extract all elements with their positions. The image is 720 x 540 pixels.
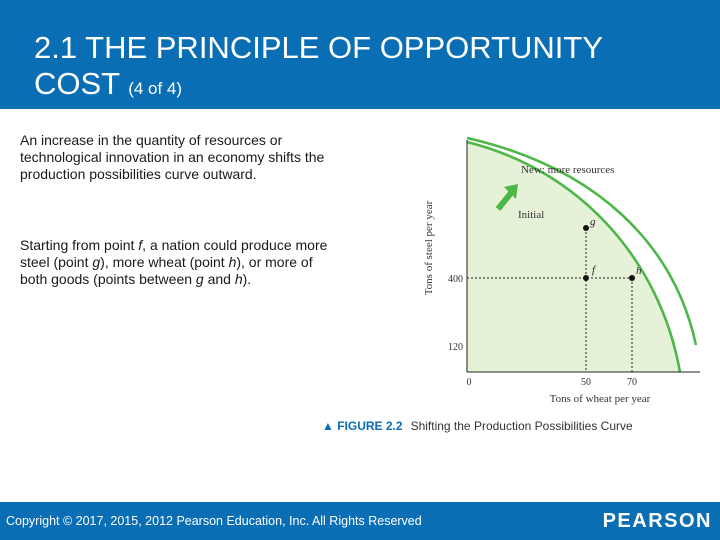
text-segment: and	[203, 271, 235, 287]
copyright-text: Copyright © 2017, 2015, 2012 Pearson Edu…	[6, 514, 422, 528]
text-segment: Starting from point	[20, 237, 139, 253]
initial-area-fill	[467, 142, 680, 372]
footer-bar	[0, 502, 720, 540]
point-reference: h	[234, 271, 243, 287]
point-h-label: h	[636, 265, 642, 277]
slide-title-main: 2.1 THE PRINCIPLE OF OPPORTUNITY COST	[34, 30, 603, 101]
pearson-logo: PEARSON	[602, 510, 712, 532]
point-f	[583, 275, 589, 281]
point-reference: g	[195, 271, 204, 287]
new-curve-label: New: more resources	[521, 164, 614, 176]
y-tick-400: 400	[448, 274, 463, 285]
slide-title-suffix: (4 of 4)	[128, 79, 183, 98]
x-axis-label: Tons of wheat per year	[550, 393, 651, 405]
ppc-chart: g f h New: more resources Initial 400 12…	[423, 136, 700, 405]
initial-curve	[466, 140, 682, 373]
arrow-head	[504, 184, 518, 199]
body-paragraph-2: Starting from point f, a nation could pr…	[20, 237, 330, 288]
figure-caption: ▲ FIGURE 2.2 Shifting the Production Poss…	[322, 419, 633, 433]
title-bar: 2.1 THE PRINCIPLE OF OPPORTUNITY COST (4…	[0, 0, 720, 109]
point-g	[583, 225, 589, 231]
point-reference: f	[138, 237, 143, 253]
point-reference: h	[228, 254, 237, 270]
slide-title: 2.1 THE PRINCIPLE OF OPPORTUNITY COST (4…	[34, 30, 694, 107]
text-segment: , a nation could produce more steel (poi…	[20, 237, 328, 270]
text-segment: ).	[242, 271, 252, 287]
x-tick-0: 0	[467, 377, 472, 388]
text-segment: ), more wheat (point	[100, 254, 229, 270]
figure-caption-title: Shifting the Production Possibilities Cu…	[410, 419, 633, 433]
x-tick-70: 70	[627, 377, 637, 388]
point-g-label: g	[590, 216, 596, 228]
arrow-shaft	[495, 191, 514, 211]
point-h	[629, 275, 635, 281]
y-tick-120: 120	[448, 342, 463, 353]
initial-curve-label: Initial	[518, 209, 544, 221]
body-paragraph-1: An increase in the quantity of resources…	[20, 132, 325, 182]
y-axis-label: Tons of steel per year	[423, 200, 435, 295]
chart-area	[466, 136, 698, 373]
x-tick-50: 50	[581, 377, 591, 388]
text-segment: ), or more of both goods (points between	[20, 254, 313, 287]
point-reference: g	[92, 254, 101, 270]
ppc-figure: g f h New: more resources Initial 400 12…	[420, 130, 710, 412]
new-curve	[466, 136, 698, 346]
figure-caption-label: ▲ FIGURE 2.2	[322, 419, 403, 433]
point-f-label: f	[592, 264, 597, 276]
